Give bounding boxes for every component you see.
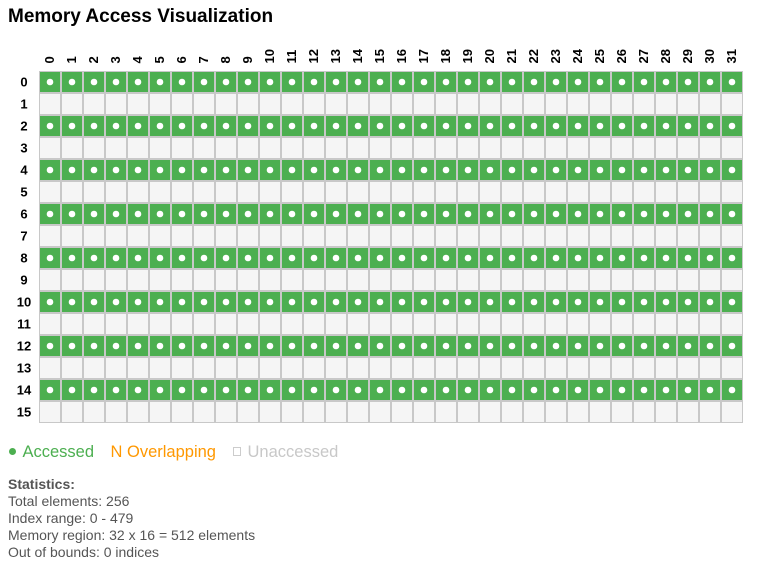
svg-text:0: 0: [42, 56, 57, 63]
svg-text:20: 20: [482, 49, 497, 63]
svg-text:24: 24: [570, 48, 585, 63]
svg-text:12: 12: [306, 49, 321, 63]
svg-text:3: 3: [108, 56, 123, 63]
svg-text:11: 11: [284, 50, 299, 64]
svg-text:11: 11: [17, 317, 31, 332]
svg-text:9: 9: [240, 56, 255, 63]
svg-text:2: 2: [20, 119, 27, 134]
svg-text:10: 10: [17, 295, 31, 310]
svg-text:26: 26: [614, 49, 629, 63]
svg-text:0: 0: [20, 75, 27, 90]
svg-text:4: 4: [20, 163, 28, 178]
svg-text:21: 21: [504, 49, 519, 63]
svg-text:31: 31: [724, 49, 739, 63]
svg-text:16: 16: [394, 49, 409, 63]
svg-text:4: 4: [130, 56, 145, 64]
svg-text:5: 5: [152, 56, 167, 63]
svg-text:22: 22: [526, 49, 541, 63]
svg-text:19: 19: [460, 49, 475, 63]
svg-text:18: 18: [438, 49, 453, 63]
svg-text:7: 7: [196, 56, 211, 63]
svg-text:8: 8: [218, 56, 233, 63]
svg-text:13: 13: [328, 49, 343, 63]
svg-text:6: 6: [174, 56, 189, 63]
svg-text:9: 9: [20, 273, 27, 288]
svg-text:3: 3: [20, 141, 27, 156]
svg-text:15: 15: [17, 405, 31, 420]
svg-text:6: 6: [20, 207, 27, 222]
svg-text:10: 10: [262, 49, 277, 63]
svg-text:15: 15: [372, 49, 387, 63]
svg-text:1: 1: [64, 56, 79, 63]
svg-text:30: 30: [702, 49, 717, 63]
svg-text:7: 7: [20, 229, 27, 244]
svg-text:17: 17: [416, 49, 431, 63]
svg-text:25: 25: [592, 49, 607, 63]
svg-text:27: 27: [636, 49, 651, 63]
svg-text:5: 5: [20, 185, 27, 200]
svg-text:13: 13: [17, 361, 31, 376]
svg-text:28: 28: [658, 49, 673, 63]
svg-text:14: 14: [17, 383, 32, 398]
svg-text:1: 1: [20, 97, 27, 112]
svg-text:29: 29: [680, 49, 695, 63]
svg-text:14: 14: [350, 48, 365, 63]
svg-text:2: 2: [86, 56, 101, 63]
svg-text:12: 12: [17, 339, 31, 354]
svg-text:8: 8: [20, 251, 27, 266]
svg-text:23: 23: [548, 49, 563, 63]
